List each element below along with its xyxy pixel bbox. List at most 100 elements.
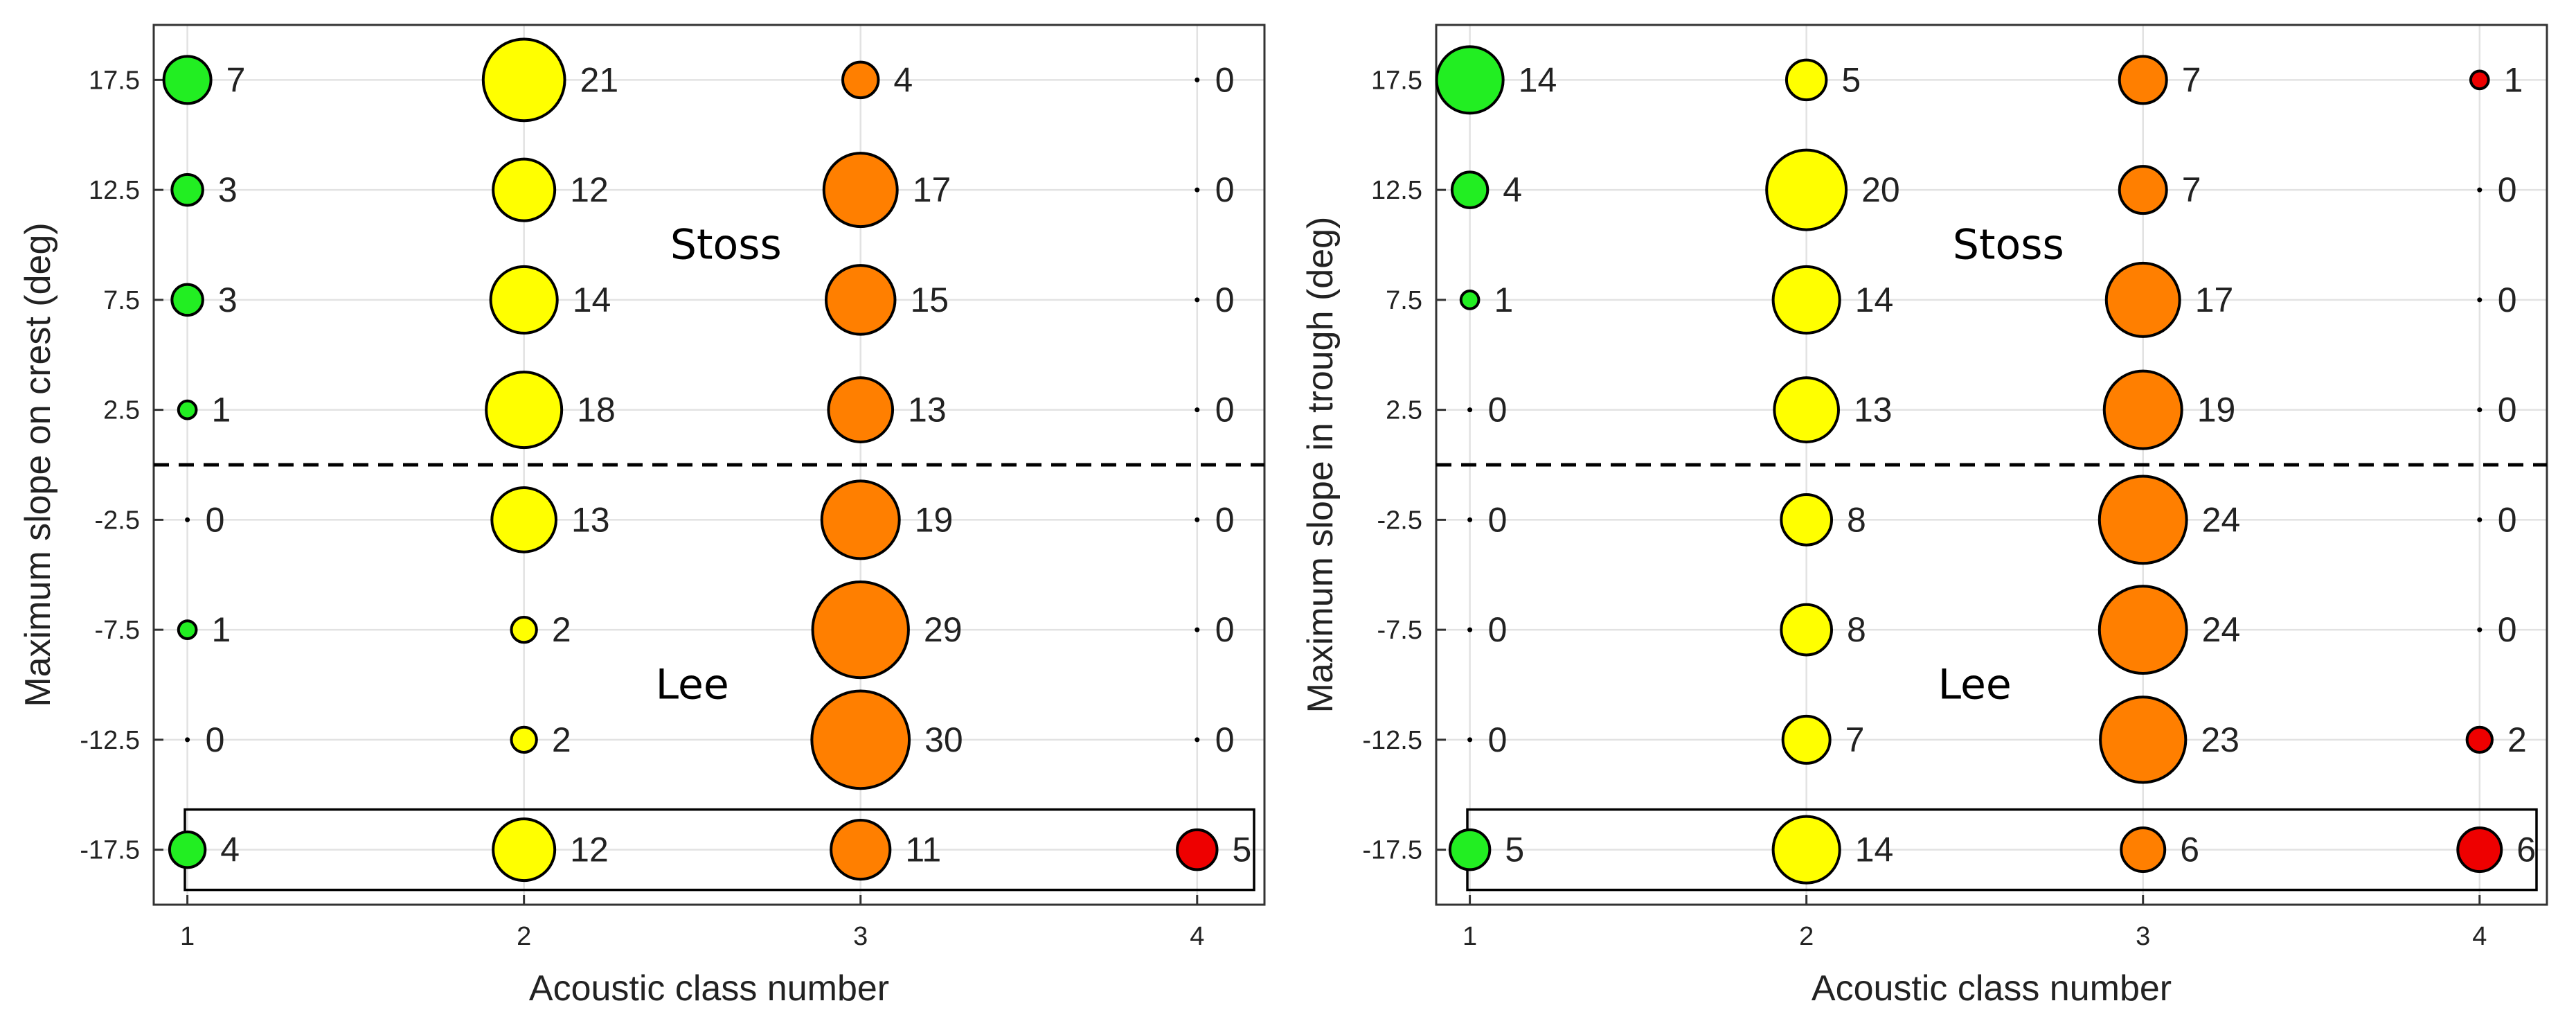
count-label: 0	[1215, 391, 1235, 429]
bubble-class-4	[2465, 725, 2494, 754]
bubble-class-1	[1459, 290, 1481, 310]
bubble-class-2	[1780, 493, 1833, 547]
region-label-lee: Lee	[1938, 661, 2012, 709]
count-label: 3	[218, 170, 238, 209]
bubble-class-2	[510, 725, 538, 754]
bubble-class-4	[1195, 187, 1200, 193]
bubble-class-3	[841, 60, 880, 100]
x-tick-label: 2	[517, 922, 531, 951]
bubble-class-4	[1176, 828, 1219, 871]
count-label: 5	[1505, 831, 1524, 869]
y-tick-label: 17.5	[89, 66, 140, 95]
count-label: 7	[1845, 720, 1865, 759]
bubble-class-4	[1195, 627, 1200, 632]
bubble-class-2	[1781, 714, 1832, 765]
count-label: 0	[1215, 170, 1235, 209]
count-label: 17	[2195, 281, 2234, 319]
bubble-class-1	[168, 830, 207, 869]
count-label: 0	[2498, 500, 2517, 539]
count-label: 13	[908, 391, 947, 429]
bubble-class-1	[170, 283, 204, 317]
count-label: 14	[573, 281, 611, 319]
bubble-class-4	[2477, 407, 2483, 413]
count-label: 1	[211, 610, 231, 649]
count-label: 19	[915, 500, 954, 539]
y-tick-label: -12.5	[1362, 726, 1422, 755]
bubble-class-3	[2104, 261, 2181, 338]
x-tick-label: 4	[2472, 922, 2487, 951]
count-label: 2	[552, 720, 571, 759]
count-label: 0	[1215, 610, 1235, 649]
y-tick-label: 12.5	[1371, 176, 1422, 205]
count-label: 24	[2202, 500, 2241, 539]
x-tick-label: 1	[1463, 922, 1477, 951]
bubble-class-4	[2477, 627, 2483, 632]
region-label-stoss: Stoss	[1953, 221, 2064, 269]
bubble-class-2	[492, 157, 557, 222]
count-label: 2	[2507, 720, 2527, 759]
count-label: 2	[552, 610, 571, 649]
bubble-class-3	[822, 152, 899, 229]
bubble-class-2	[489, 265, 559, 335]
count-label: 0	[2498, 610, 2517, 649]
count-label: 14	[1519, 60, 1557, 99]
count-label: 0	[206, 720, 225, 759]
count-label: 7	[2182, 60, 2201, 99]
bubble-class-2	[485, 371, 564, 450]
count-label: 11	[905, 831, 941, 869]
y-tick-label: 17.5	[1371, 66, 1422, 95]
y-axis-label: Maximum slope in trough (deg)	[1300, 217, 1341, 714]
count-label: 12	[570, 170, 609, 209]
region-label-stoss: Stoss	[670, 221, 782, 269]
bubble-class-3	[830, 819, 892, 881]
bubble-class-2	[1773, 376, 1840, 443]
bubble-class-1	[1467, 517, 1473, 522]
count-label: 1	[1494, 281, 1513, 319]
bubble-class-1	[177, 399, 198, 420]
count-label: 7	[226, 60, 246, 99]
y-tick-label: -12.5	[80, 726, 140, 755]
count-label: 0	[1488, 610, 1508, 649]
bubble-class-3	[811, 580, 910, 680]
count-label: 19	[2197, 391, 2236, 429]
bubble-class-1	[170, 172, 204, 207]
x-tick-label: 1	[180, 922, 195, 951]
bubble-class-1	[1435, 45, 1505, 115]
count-label: 5	[1233, 831, 1252, 869]
y-tick-label: 7.5	[103, 286, 140, 315]
bubble-class-3	[820, 479, 901, 560]
count-label: 0	[1215, 281, 1235, 319]
bubble-class-2	[1785, 58, 1828, 102]
bubble-class-2	[510, 615, 538, 644]
count-label: 4	[893, 60, 913, 99]
bubble-class-4	[2477, 517, 2483, 522]
bubble-class-4	[1195, 517, 1200, 522]
y-tick-label: -2.5	[1377, 506, 1422, 535]
count-label: 0	[2498, 281, 2517, 319]
bubble-class-3	[810, 689, 911, 790]
bubble-class-4	[2469, 69, 2490, 91]
bubble-class-1	[1467, 737, 1473, 743]
count-label: 0	[1215, 60, 1235, 99]
count-label: 0	[206, 500, 225, 539]
bubble-class-2	[492, 817, 557, 883]
count-label: 1	[211, 391, 231, 429]
count-label: 7	[2182, 170, 2201, 209]
bubble-class-1	[1450, 170, 1490, 209]
bubble-class-3	[2099, 695, 2188, 784]
bubble-class-4	[1195, 737, 1200, 743]
count-label: 29	[924, 610, 963, 649]
count-label: 30	[924, 720, 963, 759]
y-tick-label: -17.5	[80, 836, 140, 865]
bubble-class-4	[2477, 187, 2483, 193]
count-label: 24	[2202, 610, 2241, 649]
bubble-class-4	[1195, 407, 1200, 413]
count-label: 20	[1861, 170, 1900, 209]
count-label: 0	[2498, 170, 2517, 209]
y-axis-label: Maximum slope on crest (deg)	[18, 222, 58, 707]
count-label: 4	[1503, 170, 1522, 209]
bubble-class-2	[481, 37, 566, 123]
bubble-class-3	[2098, 475, 2188, 565]
crest-panel: 1 2 3 417.512.57.52.5-2.5-7.5-12.5-17.5Acou…	[18, 24, 1266, 1009]
